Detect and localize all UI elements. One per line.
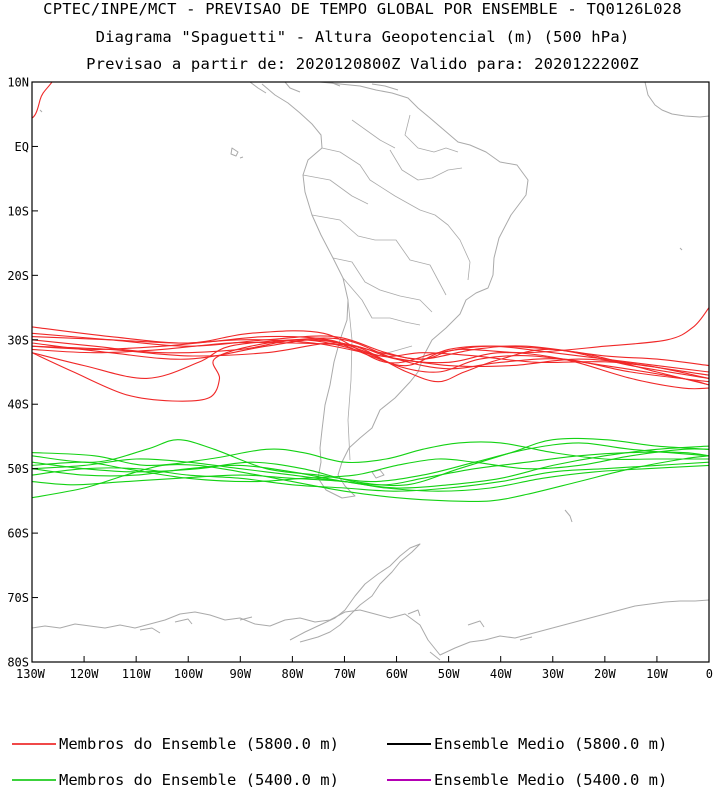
africa-coastline	[644, 82, 709, 118]
y-tick-label: 10S	[7, 204, 29, 218]
red-5800-north-contour	[32, 82, 53, 119]
x-tick-label: 20W	[594, 667, 616, 681]
forecast-info: Previsao a partir de: 2020120800Z Valido…	[86, 55, 639, 73]
legend-black-mean: Ensemble Medio (5800.0 m)	[387, 735, 667, 753]
x-tick-label: 40W	[490, 667, 512, 681]
chart-title: CPTEC/INPE/MCT - PREVISAO DE TEMPO GLOBA…	[43, 0, 682, 18]
x-tick-label: 50W	[438, 667, 460, 681]
legend-magenta-label: Ensemble Medio (5400.0 m)	[434, 771, 668, 789]
axes: 130W 120W 110W 100W 90W 80W 70W 60W 50W 40W 30W 20W…	[7, 76, 713, 682]
y-tick-label: 40S	[7, 398, 29, 412]
green-5400-member-line-14	[32, 455, 709, 503]
green-5400-member-line-16	[32, 461, 709, 492]
y-tick-label: 60S	[7, 527, 29, 541]
legend-red-members: Membros do Ensemble (5800.0 m)	[12, 735, 339, 753]
y-tick-label: 70S	[7, 591, 29, 605]
north-pacific-islands	[39, 109, 43, 113]
x-tick-label: 90W	[229, 667, 251, 681]
y-tick-label: EQ	[15, 140, 29, 154]
y-tick-label: 50S	[7, 462, 29, 476]
green-5400-member-line-15	[32, 448, 709, 483]
y-tick-label: 80S	[7, 656, 29, 670]
red-5800-member-line-9	[32, 335, 709, 376]
legend-magenta-mean: Ensemble Medio (5400.0 m)	[387, 771, 667, 789]
y-tick-label: 10N	[7, 76, 29, 90]
red-5800-member-line-10	[32, 341, 709, 390]
antarctic-islands	[139, 609, 533, 661]
plot-frame	[31, 81, 710, 663]
x-tick-label: 100W	[174, 667, 204, 681]
coastline-map	[32, 82, 709, 661]
chart-subtitle: Diagrama "Spaguetti" - Altura Geopotenci…	[95, 28, 630, 46]
legend-red-swatch	[12, 743, 56, 745]
south-america-coastline	[261, 82, 529, 499]
red-5800-member-line-7	[32, 307, 709, 360]
central-america-coastline	[249, 82, 399, 94]
x-tick-label: 10W	[646, 667, 668, 681]
x-tick-label: 70W	[334, 667, 356, 681]
antarctica-coastline	[32, 599, 709, 656]
x-tick-label: 30W	[542, 667, 564, 681]
country-borders	[302, 114, 471, 461]
ensemble-lines	[32, 82, 709, 503]
x-tick-label: 120W	[70, 667, 100, 681]
legend-black-swatch	[387, 743, 431, 745]
x-tick-label: 110W	[122, 667, 152, 681]
green-5400-member-line-19	[32, 451, 709, 486]
x-tick-label: 60W	[386, 667, 408, 681]
x-tick-label: 0	[706, 667, 713, 681]
legend-black-label: Ensemble Medio (5800.0 m)	[434, 735, 668, 753]
red-5800-member-line-8	[32, 338, 709, 386]
y-tick-label: 30S	[7, 333, 29, 347]
galapagos-islands	[230, 147, 244, 159]
x-tick-label: 80W	[282, 667, 304, 681]
green-5400-member-line-18	[32, 464, 709, 492]
green-5400-member-line-17	[32, 441, 709, 466]
south-georgia	[564, 509, 573, 523]
legend-green-label: Membros do Ensemble (5400.0 m)	[59, 771, 339, 789]
y-tick-label: 20S	[7, 269, 29, 283]
legend-magenta-swatch	[387, 779, 431, 781]
legend-green-members: Membros do Ensemble (5400.0 m)	[12, 771, 339, 789]
x-tick-label: 130W	[16, 667, 46, 681]
antarctic-peninsula	[289, 543, 421, 643]
legend-red-label: Membros do Ensemble (5800.0 m)	[59, 735, 339, 753]
saint-helena	[679, 247, 683, 251]
legend-green-swatch	[12, 779, 56, 781]
